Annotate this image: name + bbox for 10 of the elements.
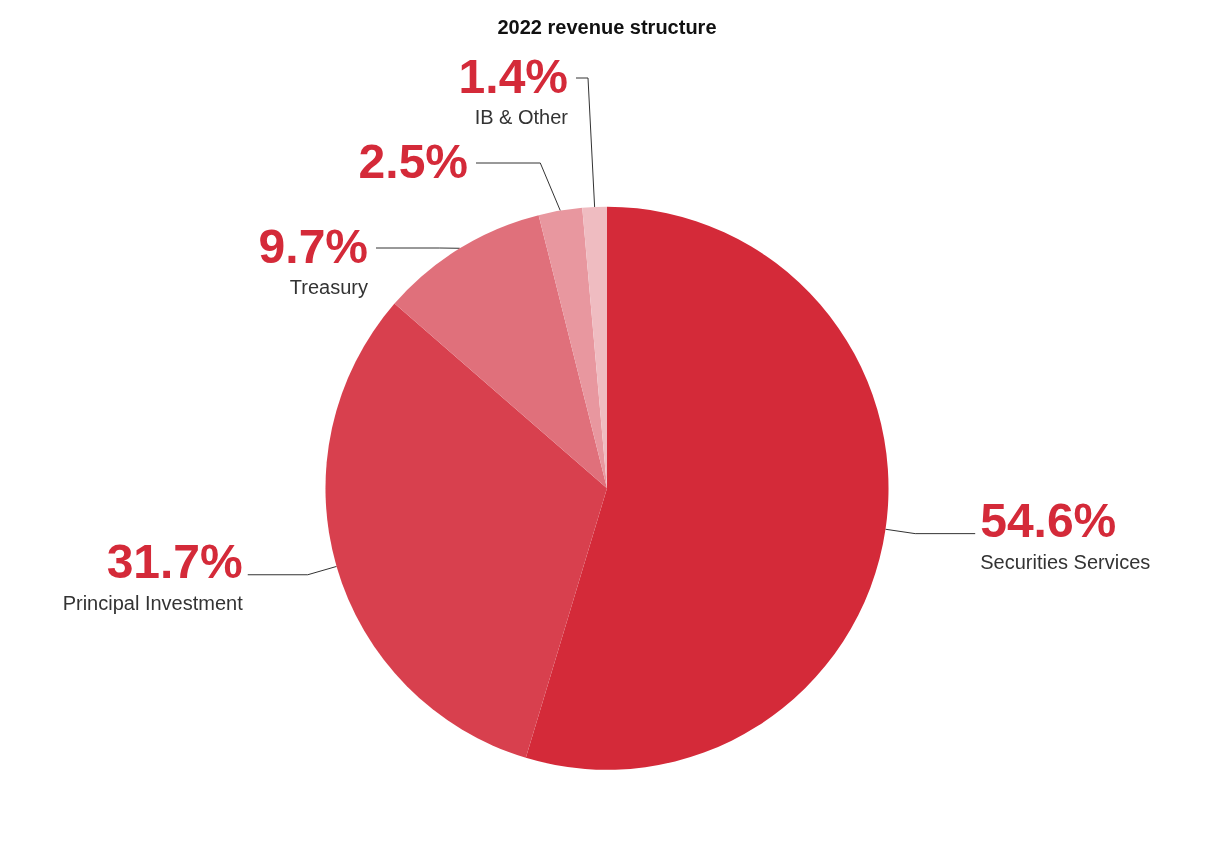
data-label: 54.6% [980, 494, 1117, 548]
slice-label: Treasury [289, 276, 368, 298]
data-label: 9.7% [258, 219, 368, 273]
slice-label: Securities Services [980, 550, 1151, 573]
data-label: 2.5% [358, 134, 468, 188]
data-label: 1.4% [458, 49, 568, 103]
data-label: 31.7% [106, 535, 243, 589]
chart-title: 2022 revenue structure [497, 16, 717, 38]
slice-label: IB & Other [474, 106, 569, 128]
slice-label: Principal Investment [62, 591, 244, 614]
